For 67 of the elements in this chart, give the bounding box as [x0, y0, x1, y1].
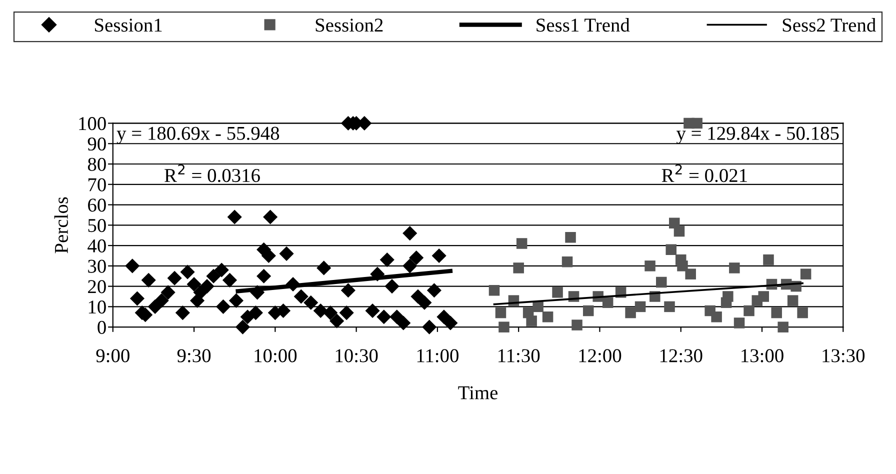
y-tick-label: 0: [98, 320, 106, 334]
point: [800, 268, 812, 280]
point: [685, 268, 696, 280]
y-tick-label: 50: [88, 218, 106, 232]
point: [677, 260, 688, 272]
y-tick-label: 40: [88, 239, 106, 252]
point: [526, 316, 537, 326]
y-axis-title: Perclos: [54, 197, 68, 254]
annotation: y = 129.84x - 50.185: [676, 126, 839, 144]
y-tick-label: 20: [88, 280, 106, 294]
point: [488, 284, 500, 296]
point: [532, 301, 544, 312]
point: [656, 276, 667, 288]
x-tick-label: 12:30: [660, 349, 702, 362]
point: [552, 287, 563, 298]
x-tick-label: 9:30: [177, 349, 211, 362]
point: [542, 311, 554, 322]
point: [771, 307, 782, 318]
point: [498, 322, 510, 332]
point: [666, 244, 677, 255]
y-tick-label: 10: [88, 300, 106, 314]
point: [644, 260, 656, 272]
point: [787, 295, 798, 306]
point: [565, 232, 576, 243]
point: [674, 226, 685, 237]
point: [664, 301, 675, 312]
x-tick-label: 11:00: [417, 349, 458, 362]
legend-label: Session2: [316, 18, 383, 32]
x-tick-label: 11:30: [498, 349, 540, 362]
y-tick-label: 70: [88, 178, 106, 192]
point: [513, 262, 524, 274]
x-tick-label: 10:00: [254, 349, 297, 362]
legend-label: Session1: [95, 18, 162, 32]
y-tick-label: 90: [88, 137, 106, 151]
point: [778, 322, 788, 332]
point: [711, 311, 722, 322]
point: [562, 256, 573, 268]
point: [734, 318, 745, 328]
point: [729, 262, 740, 274]
annotation: y = 180.69x - 55.948: [116, 126, 280, 144]
point: [572, 320, 582, 330]
point: [763, 254, 774, 266]
point: [582, 305, 594, 316]
x-tick-label: 13:30: [822, 349, 865, 362]
point: [625, 307, 636, 318]
y-tick-label: 30: [88, 260, 106, 273]
x-axis-title: Time: [458, 386, 498, 400]
x-tick-label: 9:00: [96, 349, 130, 362]
y-tick-label: 100: [79, 117, 106, 130]
point: [634, 301, 646, 312]
point: [692, 118, 702, 129]
x-tick-label: 12:00: [579, 349, 622, 362]
point: [744, 305, 754, 316]
point: [758, 291, 769, 302]
point: [797, 307, 808, 318]
legend-label: Sess2 Trend: [782, 18, 876, 32]
point: [495, 307, 506, 318]
legend-label: Sess1 Trend: [536, 18, 630, 32]
y-tick-label: 60: [88, 198, 106, 212]
point: [516, 238, 528, 249]
annotation: R$^{2}$ = 0.0316: [164, 164, 260, 182]
point: [722, 291, 734, 302]
point: [602, 297, 614, 308]
x-tick-label: 13:00: [742, 349, 784, 362]
annotation: R$^{2}$ = 0.021: [662, 164, 747, 182]
x-tick-label: 10:30: [336, 349, 378, 362]
y-tick-label: 80: [88, 158, 106, 171]
